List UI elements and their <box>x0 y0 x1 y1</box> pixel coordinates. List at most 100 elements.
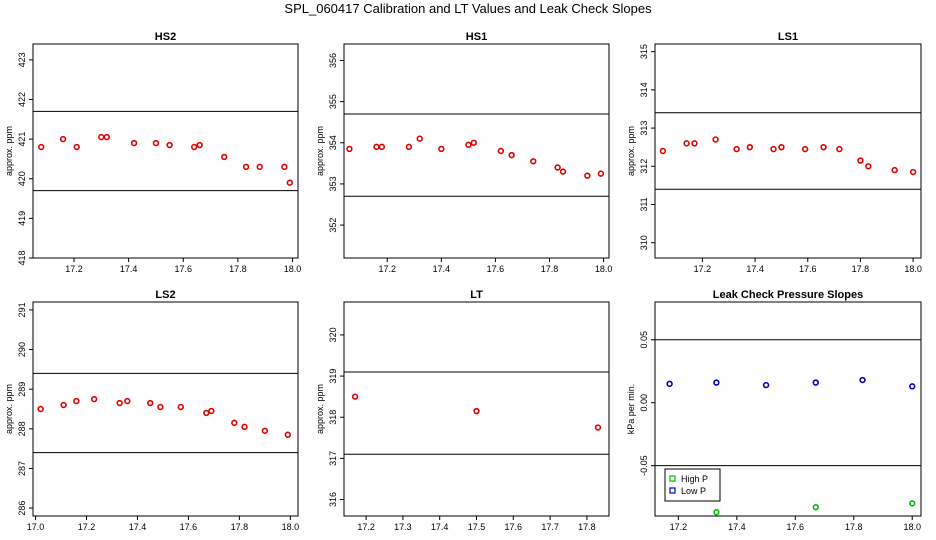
data-point-series-1 <box>256 163 263 171</box>
y-tick-label: 419 <box>17 211 27 226</box>
x-tick-label: 17.8 <box>541 264 559 274</box>
data-point-series-1 <box>733 145 740 153</box>
y-tick-label: 418 <box>17 250 27 265</box>
x-tick-label: 17.4 <box>431 522 449 532</box>
y-tick-label: 316 <box>328 492 338 507</box>
x-tick-label: 17.2 <box>670 522 688 532</box>
x-tick-label: 17.4 <box>728 522 746 532</box>
y-tick-label: 289 <box>17 382 27 397</box>
data-point-series-1 <box>196 141 203 149</box>
data-point-series-1 <box>241 423 248 431</box>
data-point-series-1 <box>857 157 864 164</box>
x-tick-label: 17.4 <box>129 522 147 532</box>
data-point-series-1 <box>147 399 154 407</box>
data-point-series-1 <box>820 143 827 151</box>
data-point-series-1 <box>438 145 445 153</box>
plot-frame <box>32 301 299 517</box>
x-tick-label: 17.3 <box>394 522 412 532</box>
data-point-series-1 <box>73 143 80 151</box>
y-axis-label: approx. ppm <box>315 384 325 434</box>
panel-1: HS2 approx. ppm 17.2 17.4 17.6 17.8 18.0 418 419… <box>4 31 301 274</box>
y-axis-label: approx. ppm <box>4 384 14 434</box>
panel-title: HS2 <box>155 31 176 43</box>
data-point-series-1 <box>836 145 843 153</box>
panel-4: LS2 approx. ppm 17.0 17.2 17.4 17.6 17.8 18.0 28… <box>4 289 299 532</box>
data-point-series-1 <box>37 405 44 413</box>
legend-box <box>664 468 721 502</box>
data-point-series-1 <box>378 143 386 151</box>
y-tick-label: 320 <box>328 327 338 342</box>
x-tick-label: 17.8 <box>852 264 870 274</box>
y-axis-label: approx. ppm <box>4 126 14 176</box>
x-tick-label: 18.0 <box>284 264 302 274</box>
x-tick-label: 17.4 <box>433 264 451 274</box>
y-tick-label: 313 <box>639 121 649 136</box>
data-point-series-1 <box>416 135 423 142</box>
plot-frame <box>654 301 922 517</box>
x-tick-label: 17.2 <box>357 522 375 532</box>
data-point-low-p <box>666 380 673 388</box>
y-tick-label: 314 <box>639 82 649 97</box>
data-point-series-1 <box>37 143 45 151</box>
data-point-series-1 <box>221 153 228 161</box>
data-point-series-1 <box>346 145 353 153</box>
data-point-series-1 <box>373 143 380 151</box>
x-tick-label: 17.2 <box>78 522 96 532</box>
panel-title: Leak Check Pressure Slopes <box>713 289 863 301</box>
y-tick-label: 312 <box>639 159 649 174</box>
y-tick-label: -0.05 <box>639 455 649 476</box>
x-tick-label: 17.2 <box>378 264 396 274</box>
y-axis-label: kPa per min. <box>626 384 636 435</box>
y-axis-label: approx. ppm <box>315 126 325 176</box>
data-point-series-1 <box>909 168 917 176</box>
x-tick-label: 17.6 <box>487 264 505 274</box>
data-point-series-1 <box>559 168 567 175</box>
data-point-series-1 <box>90 395 98 403</box>
plot-frame <box>32 43 299 259</box>
data-point-series-1 <box>405 143 413 151</box>
data-point-low-p <box>859 376 866 384</box>
data-point-series-1 <box>865 163 872 170</box>
data-point-series-1 <box>712 136 719 143</box>
y-tick-label: 423 <box>17 52 27 67</box>
legend: High P Low P <box>664 468 721 502</box>
panel-title: LT <box>470 289 483 301</box>
x-tick-label: 18.0 <box>904 264 922 274</box>
data-point-series-1 <box>584 172 591 179</box>
y-tick-label: 354 <box>328 135 338 150</box>
plot-frame <box>343 43 610 259</box>
data-point-series-1 <box>691 140 698 147</box>
data-point-series-1 <box>659 147 667 155</box>
panel-title: HS1 <box>466 31 487 43</box>
data-point-low-p <box>909 383 916 390</box>
data-point-series-1 <box>116 399 123 407</box>
x-tick-label: 17.6 <box>787 522 805 532</box>
data-point-series-1 <box>98 133 105 141</box>
data-point-series-1 <box>530 158 537 165</box>
y-tick-label: 287 <box>17 461 27 476</box>
y-tick-label: 288 <box>17 421 27 436</box>
x-tick-label: 17.6 <box>180 522 198 532</box>
data-point-series-1 <box>152 139 160 147</box>
data-point-series-1 <box>497 147 505 155</box>
y-tick-label: 355 <box>328 94 338 109</box>
data-point-series-1 <box>465 141 472 149</box>
data-point-series-1 <box>208 407 215 415</box>
x-tick-label: 17.8 <box>229 264 247 274</box>
y-tick-label: 422 <box>17 92 27 107</box>
y-tick-label: 319 <box>328 369 338 384</box>
data-point-series-1 <box>73 397 80 405</box>
y-tick-label: 353 <box>328 176 338 191</box>
data-point-series-1 <box>166 141 173 149</box>
data-point-series-1 <box>261 427 269 434</box>
y-tick-label: 315 <box>639 44 649 59</box>
y-tick-label: 310 <box>639 235 649 250</box>
data-point-series-1 <box>60 401 67 409</box>
x-tick-label: 17.2 <box>65 264 83 274</box>
x-tick-label: 17.8 <box>845 522 863 532</box>
x-tick-label: 17.6 <box>174 264 192 274</box>
data-point-series-1 <box>554 164 561 171</box>
y-tick-label: 311 <box>639 197 649 211</box>
x-tick-label: 17.4 <box>120 264 138 274</box>
data-point-high-p <box>812 503 819 511</box>
